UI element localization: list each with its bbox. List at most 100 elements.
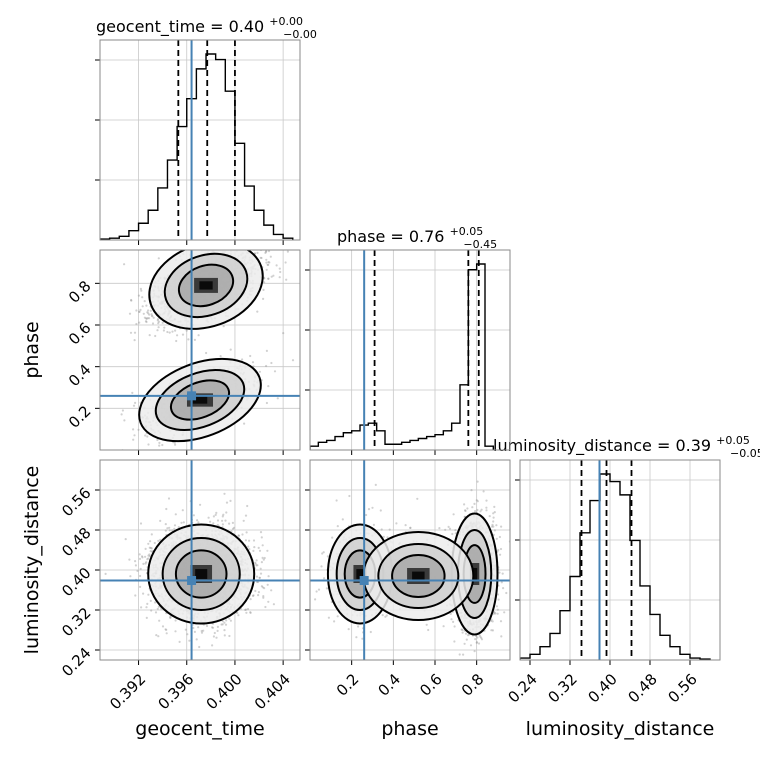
sample-point [278, 276, 281, 279]
sample-point [139, 522, 143, 525]
sample-point [246, 607, 250, 611]
sample-point [186, 633, 189, 636]
sample-point [123, 263, 126, 266]
sample-point [165, 507, 168, 511]
sample-point [144, 555, 147, 558]
sample-point [149, 309, 152, 312]
sample-point [148, 546, 151, 549]
contour-line [177, 263, 235, 308]
sample-point [164, 529, 167, 532]
panel-frame [99, 459, 301, 661]
sample-point [142, 592, 145, 595]
sample-point [145, 304, 148, 307]
sample-point [165, 628, 168, 632]
sample-point [197, 334, 200, 337]
sample-point [268, 261, 271, 264]
sample-point [242, 519, 245, 522]
sample-point [128, 558, 131, 561]
sample-point [255, 559, 258, 562]
sample-point [151, 322, 155, 325]
sample-point [167, 497, 171, 500]
sample-point [132, 428, 135, 431]
sample-point [141, 305, 144, 308]
sample-point [181, 333, 185, 336]
sample-point [223, 629, 226, 632]
sample-point [151, 315, 154, 318]
sample-point [265, 349, 268, 352]
sample-point [141, 556, 144, 559]
sample-point [161, 443, 164, 447]
sample-point [185, 329, 188, 332]
sample-point [258, 576, 261, 579]
sample-point [266, 583, 269, 586]
sample-point [144, 562, 147, 565]
sample-point [244, 608, 247, 612]
sample-point [220, 623, 223, 626]
contour-line [161, 537, 241, 611]
sample-point [282, 332, 285, 335]
sample-point [130, 299, 133, 302]
sample-point [257, 594, 260, 597]
sample-point [157, 635, 160, 638]
sample-point [138, 557, 142, 561]
sample-point [135, 309, 138, 312]
sample-point [142, 562, 145, 566]
sample-point [138, 310, 141, 313]
sample-point [174, 329, 177, 332]
sample-point [195, 638, 198, 641]
sample-point [196, 519, 199, 522]
sample-point [278, 267, 281, 270]
sample-point [157, 539, 160, 543]
sample-point [141, 296, 144, 299]
sample-point [277, 223, 279, 225]
sample-point [221, 515, 224, 518]
sample-point [134, 564, 137, 567]
sample-point [251, 361, 255, 364]
sample-point [220, 247, 222, 249]
sample-point [156, 607, 159, 610]
sample-point [225, 511, 228, 514]
sample-point [261, 544, 264, 547]
sample-point [147, 593, 150, 596]
sample-point [120, 413, 123, 416]
sample-point [146, 435, 149, 438]
sample-point [285, 278, 288, 281]
sample-point [216, 523, 219, 527]
sample-point [197, 521, 200, 524]
sample-point [168, 331, 171, 334]
sample-point [150, 313, 153, 316]
sample-point [134, 560, 137, 563]
sample-point [225, 619, 228, 622]
sample-point [149, 540, 152, 543]
sample-point [286, 250, 289, 253]
sample-point [232, 241, 234, 243]
sample-point [148, 313, 151, 316]
sample-point [168, 526, 171, 529]
sample-point [267, 575, 270, 578]
sample-point [212, 635, 215, 638]
sample-point [223, 492, 226, 495]
sample-point [173, 441, 176, 444]
sample-point [223, 634, 226, 637]
sample-point [223, 247, 225, 249]
sample-point [137, 428, 140, 431]
sample-point [257, 546, 260, 550]
sample-point [145, 317, 148, 320]
sample-point [255, 575, 259, 578]
truth-marker [187, 576, 197, 585]
sample-point [244, 608, 248, 611]
contour-line [169, 379, 231, 421]
sample-point [258, 576, 261, 579]
sample-point [241, 244, 243, 246]
scatter-geocent-time-vs-phase [95, 223, 301, 455]
sample-point [159, 538, 162, 541]
title-luminosity-distance: luminosity_distance = 0.39 +0.05 −0.05 [493, 429, 760, 460]
sample-point [221, 523, 224, 526]
sample-point [276, 397, 279, 400]
sample-point [269, 255, 272, 258]
sample-point [228, 617, 231, 620]
sample-point [139, 287, 142, 290]
sample-point [182, 521, 185, 524]
sample-point [213, 631, 216, 635]
sample-point [267, 233, 269, 235]
